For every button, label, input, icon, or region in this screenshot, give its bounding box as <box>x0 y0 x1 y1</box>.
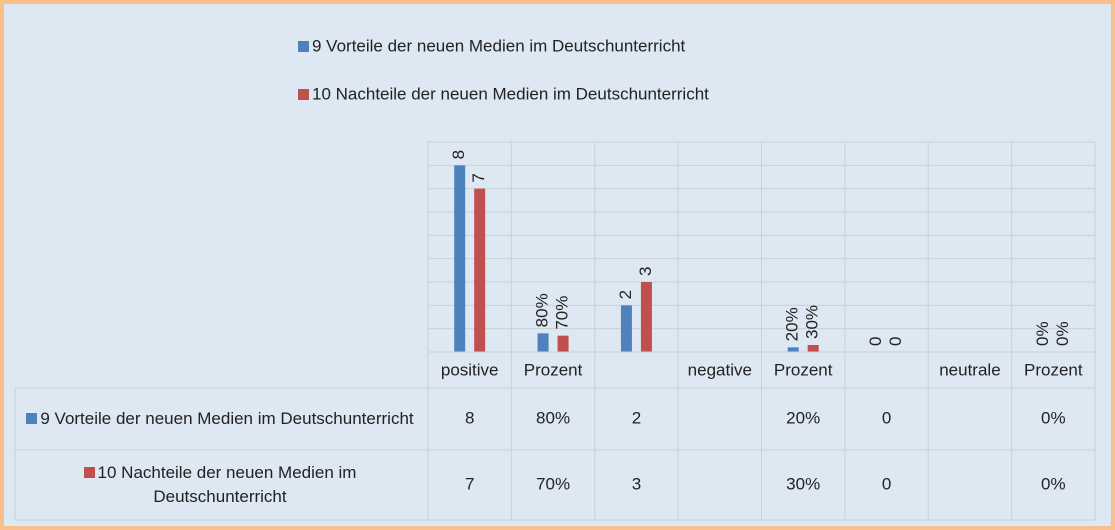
data-label: 0 <box>886 337 905 346</box>
data-label: 0 <box>866 337 885 346</box>
data-label: 80% <box>533 293 552 327</box>
x-tick-label: Prozent <box>1024 360 1083 379</box>
row-label-name: 9 Vorteile der neuen Medien im Deutschun… <box>40 409 414 428</box>
x-tick-label: negative <box>688 360 752 379</box>
data-label: 7 <box>469 173 488 182</box>
x-tick-label: positive <box>441 360 499 379</box>
table-cell: 0% <box>1041 408 1066 427</box>
bar <box>557 335 569 352</box>
bar <box>454 165 466 352</box>
legend-label: 9 Vorteile der neuen Medien im Deutschun… <box>312 36 686 55</box>
legend-swatch <box>298 89 309 100</box>
data-label: 0% <box>1053 321 1072 346</box>
table-cell: 2 <box>632 408 641 427</box>
table-cell: 7 <box>465 474 474 493</box>
row-label: 10 Nachteile der neuen Medien im Deutsch… <box>18 450 422 520</box>
x-tick-label: Prozent <box>774 360 833 379</box>
legend-swatch <box>298 41 309 52</box>
data-label: 70% <box>553 296 572 330</box>
bar <box>787 347 799 352</box>
bar <box>807 345 819 352</box>
data-label: 0% <box>1033 321 1052 346</box>
table-cell: 0 <box>882 408 891 427</box>
row-label: 9 Vorteile der neuen Medien im Deutschun… <box>18 388 422 450</box>
data-label: 30% <box>803 305 822 339</box>
table-cell: 80% <box>536 408 570 427</box>
x-tick-label: Prozent <box>524 360 583 379</box>
row-label-text: 10 Nachteile der neuen Medien im Deutsch… <box>18 450 422 520</box>
table-cell: 0 <box>882 474 891 493</box>
bar <box>620 305 632 352</box>
table-cell: 3 <box>632 474 641 493</box>
table-cell: 8 <box>465 408 474 427</box>
table-cell: 20% <box>786 408 820 427</box>
row-label-name: 10 Nachteile der neuen Medien im Deutsch… <box>97 463 357 506</box>
bar <box>474 188 486 352</box>
data-label: 3 <box>636 267 655 276</box>
table-cell: 30% <box>786 474 820 493</box>
table-cell: 70% <box>536 474 570 493</box>
bar <box>640 282 652 352</box>
x-tick-label: neutrale <box>939 360 1000 379</box>
table-cell: 0% <box>1041 474 1066 493</box>
row-label-text: 9 Vorteile der neuen Medien im Deutschun… <box>18 388 422 450</box>
data-label: 20% <box>783 307 802 341</box>
data-label: 2 <box>616 290 635 299</box>
data-label: 8 <box>449 150 468 159</box>
legend-label: 10 Nachteile der neuen Medien im Deutsch… <box>312 84 709 103</box>
bar <box>537 333 549 352</box>
